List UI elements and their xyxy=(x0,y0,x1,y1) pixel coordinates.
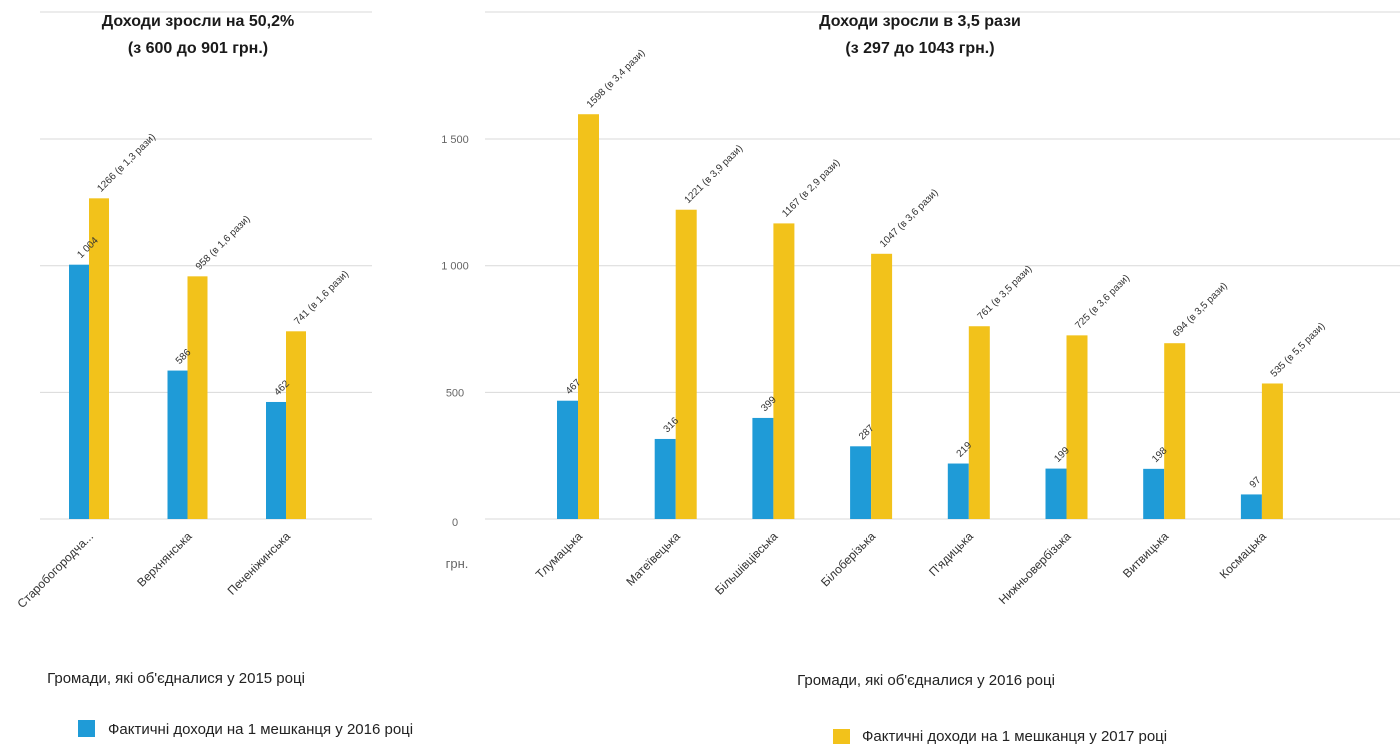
bar-2016 xyxy=(69,264,89,519)
grid-lines xyxy=(485,11,1400,520)
bar-2016 xyxy=(557,400,578,519)
category-labels: Тлумацька Матеївецька Більшівцівська Білобе… xyxy=(533,529,1269,607)
y-tick-label: 0 xyxy=(452,517,458,529)
legend-swatch-2017 xyxy=(833,729,850,744)
category-label: Білоберізька xyxy=(818,529,878,589)
data-label: 97 xyxy=(1248,475,1264,491)
data-label: 741 (в 1,6 рази) xyxy=(292,269,351,328)
bar-2016 xyxy=(752,417,774,519)
group-label: Громади, які об'єдналися у 2016 році xyxy=(797,672,1055,689)
chart-subtitle: (з 297 до 1043 грн.) xyxy=(845,40,994,57)
bar-2016 xyxy=(1143,468,1165,519)
y-tick-label: 1 000 xyxy=(441,261,469,273)
chart-2015-communities: Доходи зросли на 50,2% (з 600 до 901 грн… xyxy=(15,11,372,687)
data-label: 958 (в 1,6 рази) xyxy=(194,214,253,273)
bar-2016 xyxy=(850,446,872,519)
data-label: 535 (в 5,5 рази) xyxy=(1269,321,1328,380)
category-label: Витвицька xyxy=(1120,529,1172,581)
bar-2017 xyxy=(1066,335,1088,519)
bars xyxy=(69,198,306,519)
category-label: Нижньовербізька xyxy=(996,529,1074,607)
data-label: 1221 (в 3,9 рази) xyxy=(683,143,746,206)
chart-title: Доходи зросли на 50,2% xyxy=(102,13,294,30)
y-axis-ticks: 0 500 1 000 1 500 xyxy=(441,134,469,529)
bar-2017 xyxy=(89,198,109,519)
data-label: 1266 (в 1,3 рази) xyxy=(95,132,158,195)
bars xyxy=(557,114,1283,520)
legend-item-2016: Фактичні доходи на 1 мешканця у 2016 роц… xyxy=(78,720,413,738)
data-label: 1167 (в 2,9 рази) xyxy=(780,157,842,219)
bar-2017 xyxy=(1261,383,1283,519)
group-label: Громади, які об'єдналися у 2015 році xyxy=(47,670,305,687)
legend-item-2017: Фактичні доходи на 1 мешканця у 2017 роц… xyxy=(833,728,1167,744)
bar-2016 xyxy=(947,463,969,519)
chart-2016-communities: Доходи зросли в 3,5 рази (з 297 до 1043 … xyxy=(441,11,1400,689)
category-label: Верхнянська xyxy=(134,529,195,590)
legend-label-2016: Фактичні доходи на 1 мешканця у 2016 роц… xyxy=(108,721,413,738)
y-tick-label: 1 500 xyxy=(441,134,469,146)
legend: Фактичні доходи на 1 мешканця у 2016 роц… xyxy=(78,720,1167,744)
category-label: Космацька xyxy=(1217,529,1269,581)
bar-2016 xyxy=(654,438,676,519)
bar-2017 xyxy=(675,209,697,519)
data-label: 725 (в 3,6 рази) xyxy=(1073,273,1132,332)
chart-subtitle: (з 600 до 901 грн.) xyxy=(128,40,268,57)
category-label: Тлумацька xyxy=(533,529,585,581)
bar-2017 xyxy=(773,223,795,519)
legend-swatch-2016 xyxy=(78,720,95,737)
bar-2016 xyxy=(167,370,188,519)
unit-label: грн. xyxy=(446,556,469,571)
bar-2017 xyxy=(286,331,306,519)
bar-2017 xyxy=(578,114,599,520)
bar-2016 xyxy=(1045,468,1067,519)
category-label: П'ядицька xyxy=(926,529,976,579)
data-label: 694 (в 3,5 рази) xyxy=(1171,281,1230,340)
bar-2017 xyxy=(871,253,893,519)
category-labels: Старобогородча... Верхнянська Печеніжинськ… xyxy=(15,529,294,611)
y-tick-label: 500 xyxy=(446,387,464,399)
chart-title: Доходи зросли в 3,5 рази xyxy=(819,13,1021,30)
bar-2017 xyxy=(1164,343,1186,519)
category-label: Печеніжинська xyxy=(225,529,294,598)
category-label: Більшівцівська xyxy=(712,529,781,598)
data-label: 1598 (в 3,4 рази) xyxy=(585,48,648,111)
data-label: 1047 (в 3,6 рази) xyxy=(878,187,941,250)
bar-2016 xyxy=(266,401,286,519)
bar-2017 xyxy=(187,276,208,519)
legend-label-2017: Фактичні доходи на 1 мешканця у 2017 роц… xyxy=(862,728,1167,744)
data-label: 761 (в 3,5 рази) xyxy=(976,264,1035,323)
bar-2017 xyxy=(968,326,990,519)
category-label: Матеївецька xyxy=(623,529,683,589)
bar-2016 xyxy=(1240,494,1262,519)
category-label: Старобогородча... xyxy=(15,529,97,611)
